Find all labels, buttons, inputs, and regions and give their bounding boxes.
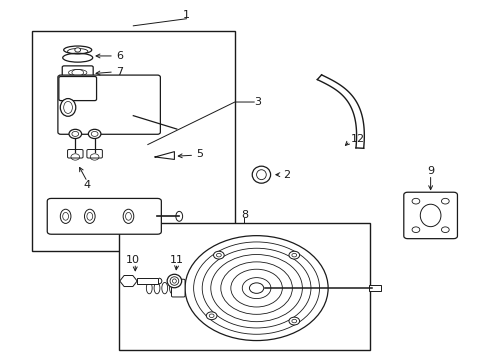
Bar bbox=[32, 31, 234, 251]
Ellipse shape bbox=[167, 274, 181, 288]
Circle shape bbox=[69, 129, 81, 139]
Text: 4: 4 bbox=[83, 180, 91, 190]
Ellipse shape bbox=[63, 46, 92, 54]
Circle shape bbox=[202, 248, 310, 328]
Circle shape bbox=[88, 129, 101, 139]
Ellipse shape bbox=[60, 99, 76, 116]
FancyBboxPatch shape bbox=[58, 75, 160, 134]
Circle shape bbox=[193, 242, 319, 334]
FancyBboxPatch shape bbox=[403, 192, 456, 239]
Bar bbox=[119, 222, 369, 350]
Ellipse shape bbox=[123, 209, 134, 224]
Circle shape bbox=[75, 48, 81, 52]
Circle shape bbox=[184, 236, 327, 341]
Bar bbox=[368, 285, 381, 291]
FancyBboxPatch shape bbox=[87, 149, 102, 158]
Ellipse shape bbox=[176, 211, 182, 221]
Ellipse shape bbox=[62, 53, 93, 62]
Text: 7: 7 bbox=[116, 67, 123, 77]
Circle shape bbox=[213, 251, 224, 259]
Circle shape bbox=[288, 317, 299, 325]
Circle shape bbox=[221, 262, 292, 314]
Text: 1: 1 bbox=[183, 10, 190, 20]
Text: 2: 2 bbox=[283, 170, 290, 180]
Ellipse shape bbox=[252, 166, 270, 183]
Ellipse shape bbox=[419, 204, 440, 227]
FancyBboxPatch shape bbox=[171, 279, 184, 297]
FancyBboxPatch shape bbox=[47, 198, 161, 234]
Circle shape bbox=[249, 283, 263, 293]
Text: 3: 3 bbox=[254, 97, 261, 107]
FancyBboxPatch shape bbox=[62, 66, 93, 82]
Circle shape bbox=[206, 312, 217, 320]
Text: 5: 5 bbox=[196, 149, 203, 159]
Ellipse shape bbox=[256, 170, 265, 180]
Text: 10: 10 bbox=[126, 255, 140, 265]
Bar bbox=[137, 278, 158, 284]
Circle shape bbox=[210, 255, 302, 322]
Circle shape bbox=[411, 198, 419, 204]
Text: 9: 9 bbox=[426, 166, 433, 176]
Ellipse shape bbox=[84, 209, 95, 224]
Circle shape bbox=[242, 278, 270, 298]
Ellipse shape bbox=[60, 209, 71, 224]
Text: 6: 6 bbox=[116, 51, 123, 61]
Circle shape bbox=[288, 251, 299, 259]
Circle shape bbox=[411, 227, 419, 233]
Text: 11: 11 bbox=[169, 255, 183, 265]
FancyBboxPatch shape bbox=[67, 149, 83, 158]
Ellipse shape bbox=[170, 277, 179, 285]
Text: 12: 12 bbox=[350, 134, 364, 144]
FancyBboxPatch shape bbox=[59, 77, 96, 100]
Circle shape bbox=[441, 227, 448, 233]
Circle shape bbox=[230, 269, 282, 307]
Circle shape bbox=[441, 198, 448, 204]
Text: 8: 8 bbox=[241, 211, 247, 220]
